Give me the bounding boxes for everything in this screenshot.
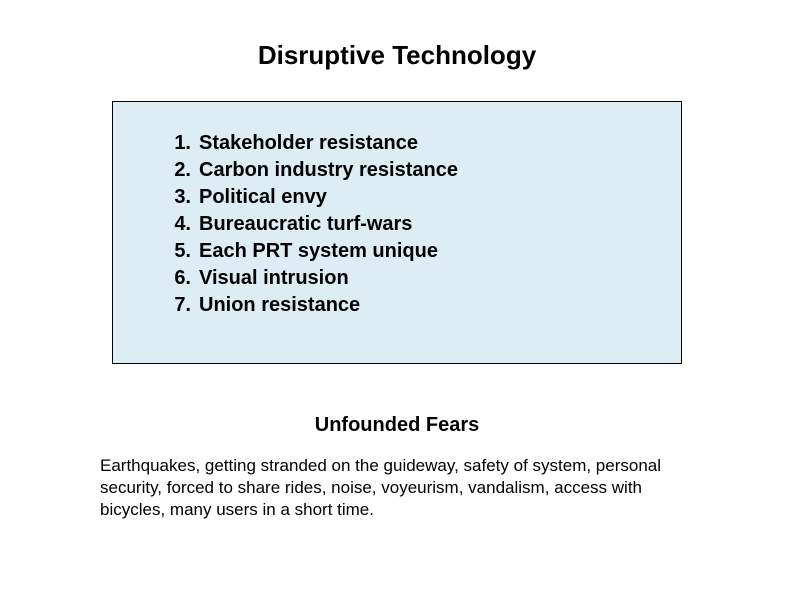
list-item: 3.Political envy [163, 184, 661, 211]
list-item-text: Carbon industry resistance [199, 159, 458, 181]
numbered-list: 1.Stakeholder resistance 2.Carbon indust… [163, 130, 661, 319]
list-item-text: Each PRT system unique [199, 240, 438, 262]
slide: Disruptive Technology 1.Stakeholder resi… [0, 0, 794, 595]
list-item: 6.Visual intrusion [163, 265, 661, 292]
list-item-text: Stakeholder resistance [199, 132, 418, 154]
slide-title: Disruptive Technology [0, 40, 794, 71]
list-item-text: Political envy [199, 186, 327, 208]
subtitle: Unfounded Fears [0, 414, 794, 437]
list-item-text: Visual intrusion [199, 267, 349, 289]
list-item: 1.Stakeholder resistance [163, 130, 661, 157]
list-item: 2.Carbon industry resistance [163, 157, 661, 184]
list-item-text: Bureaucratic turf-wars [199, 213, 412, 235]
content-box: 1.Stakeholder resistance 2.Carbon indust… [112, 101, 682, 364]
list-item: 4.Bureaucratic turf-wars [163, 211, 661, 238]
list-item: 7.Union resistance [163, 292, 661, 319]
list-item-text: Union resistance [199, 294, 360, 316]
list-item: 5.Each PRT system unique [163, 238, 661, 265]
body-text: Earthquakes, getting stranded on the gui… [100, 455, 694, 521]
